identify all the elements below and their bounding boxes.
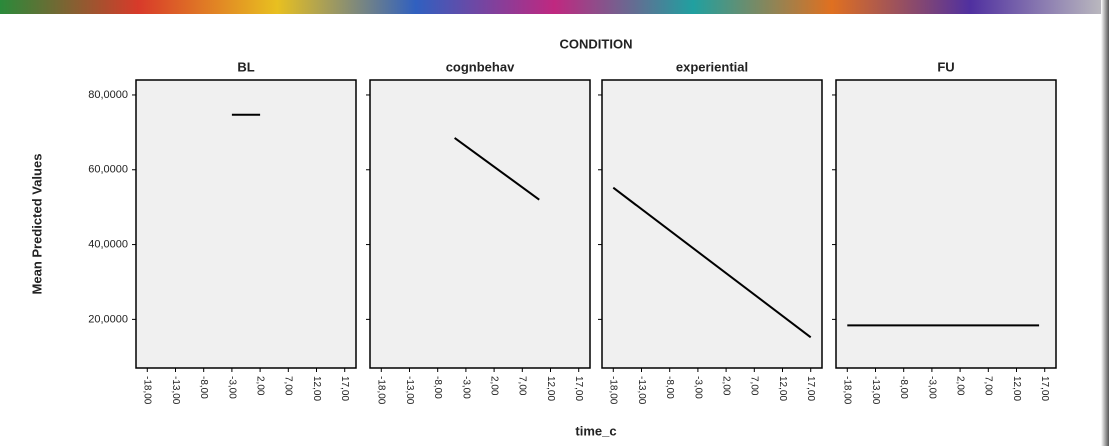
panel — [601, 79, 823, 369]
y-tick-label: 80,0000 — [88, 89, 128, 101]
line — [612, 186, 812, 339]
x-tick-label: -13,00 — [404, 376, 415, 405]
panel-title: cognbehav — [446, 59, 515, 74]
panel — [835, 79, 1057, 369]
x-tick-label: -18,00 — [142, 376, 153, 405]
x-tick-label: 12,00 — [311, 376, 322, 401]
x-tick-label: -13,00 — [170, 376, 181, 405]
x-tick-label: -3,00 — [692, 376, 703, 399]
x-tick-label: 2,00 — [488, 376, 499, 396]
y-tick-label: 60,0000 — [88, 164, 128, 176]
decor-band — [0, 0, 1109, 14]
x-tick-label: 17,00 — [573, 376, 584, 401]
x-tick-label: 7,00 — [517, 376, 528, 396]
line — [454, 137, 540, 201]
y-tick-label: 40,0000 — [88, 238, 128, 250]
x-tick-label: 17,00 — [805, 376, 816, 401]
panel-title: BL — [237, 59, 254, 74]
y-axis-label: Mean Predicted Values — [29, 154, 44, 295]
x-tick-label: -13,00 — [636, 376, 647, 405]
x-tick-label: 2,00 — [954, 376, 965, 396]
x-tick-label: -18,00 — [842, 376, 853, 405]
x-tick-label: -8,00 — [664, 376, 675, 399]
x-tick-label: -3,00 — [460, 376, 471, 399]
x-tick-label: 7,00 — [283, 376, 294, 396]
x-tick-label: -8,00 — [898, 376, 909, 399]
x-tick-label: -3,00 — [926, 376, 937, 399]
panel-title: FU — [937, 59, 954, 74]
x-tick-label: 12,00 — [1011, 376, 1022, 401]
x-tick-label: -8,00 — [432, 376, 443, 399]
x-tick-label: 7,00 — [749, 376, 760, 396]
figure-title: CONDITION — [560, 36, 633, 51]
y-tick-label: 20,0000 — [88, 313, 128, 325]
x-tick-label: -8,00 — [198, 376, 209, 399]
decor-edge — [1101, 0, 1109, 446]
x-tick-label: 2,00 — [254, 376, 265, 396]
x-axis-label: time_c — [575, 423, 616, 438]
panel — [369, 79, 591, 369]
panel — [135, 79, 357, 369]
x-tick-label: -13,00 — [870, 376, 881, 405]
x-tick-label: 17,00 — [1039, 376, 1050, 401]
x-tick-label: -18,00 — [376, 376, 387, 405]
panel-title: experiential — [676, 59, 748, 74]
x-tick-label: 17,00 — [339, 376, 350, 401]
x-tick-label: 12,00 — [777, 376, 788, 401]
x-tick-label: 2,00 — [720, 376, 731, 396]
x-tick-label: 12,00 — [545, 376, 556, 401]
x-tick-label: -3,00 — [226, 376, 237, 399]
x-tick-label: -18,00 — [608, 376, 619, 405]
x-tick-label: 7,00 — [983, 376, 994, 396]
